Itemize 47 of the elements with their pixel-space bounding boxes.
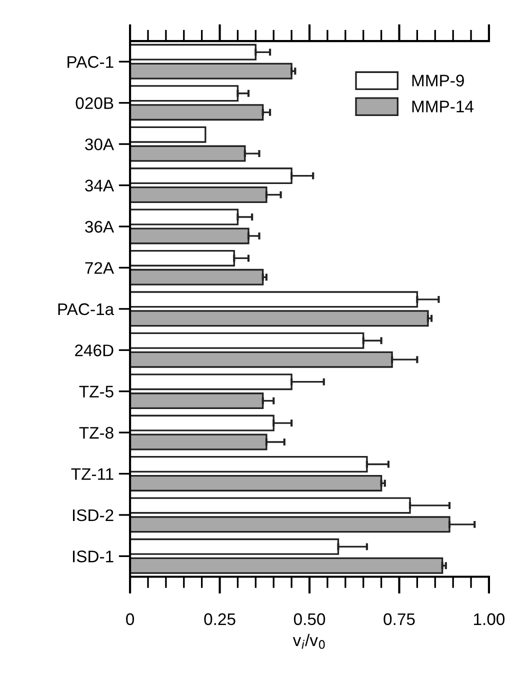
y-tick-label: PAC-1 [68, 56, 114, 68]
bar [130, 456, 368, 473]
x-tick-label: 0.50 [294, 613, 326, 626]
bar [130, 291, 418, 308]
bar [130, 474, 382, 492]
bar [130, 208, 239, 226]
x-tick-label: 1.00 [474, 613, 505, 626]
bar [130, 414, 274, 432]
legend-label: MMP-14 [412, 100, 474, 112]
bar [130, 250, 235, 266]
y-tick-label: 72A [85, 262, 114, 274]
bar [130, 145, 246, 162]
y-tick-label: ISD-2 [73, 509, 114, 522]
y-tick-label: 36A [85, 220, 114, 233]
y-tick-label: TZ-8 [79, 426, 114, 439]
x-tick-label: 0.75 [384, 613, 415, 626]
bar [130, 332, 364, 349]
bar [130, 44, 256, 60]
x-tick-label: 0.25 [204, 613, 236, 626]
bar [130, 168, 292, 184]
bar [130, 538, 340, 555]
x-axis-title: v$_{i}$/v$_{0}$ [292, 634, 325, 649]
bar [130, 85, 239, 102]
x-tick-label: 0 [126, 613, 134, 626]
bar [130, 557, 444, 574]
bar [130, 228, 250, 244]
bar [130, 186, 268, 204]
y-tick-label: ISD-1 [73, 550, 114, 562]
bar [130, 497, 411, 514]
bar [130, 104, 264, 121]
bar [130, 126, 206, 143]
bar [130, 62, 292, 80]
y-tick-label: 34A [85, 180, 114, 192]
y-tick-label: PAC-1a [58, 303, 114, 316]
y-tick-label: 020B [76, 97, 114, 110]
bar [130, 351, 393, 368]
y-tick-label: TZ-5 [79, 386, 114, 398]
legend-label: MMP-9 [412, 74, 464, 86]
bar [130, 434, 268, 450]
bar [130, 374, 292, 390]
y-tick-label: 246D [75, 344, 114, 356]
bar [130, 310, 429, 327]
bar [130, 516, 450, 533]
y-tick-label: TZ-11 [71, 468, 114, 480]
bar [130, 392, 264, 410]
bar [130, 268, 264, 286]
y-tick-label: 30A [85, 138, 114, 150]
